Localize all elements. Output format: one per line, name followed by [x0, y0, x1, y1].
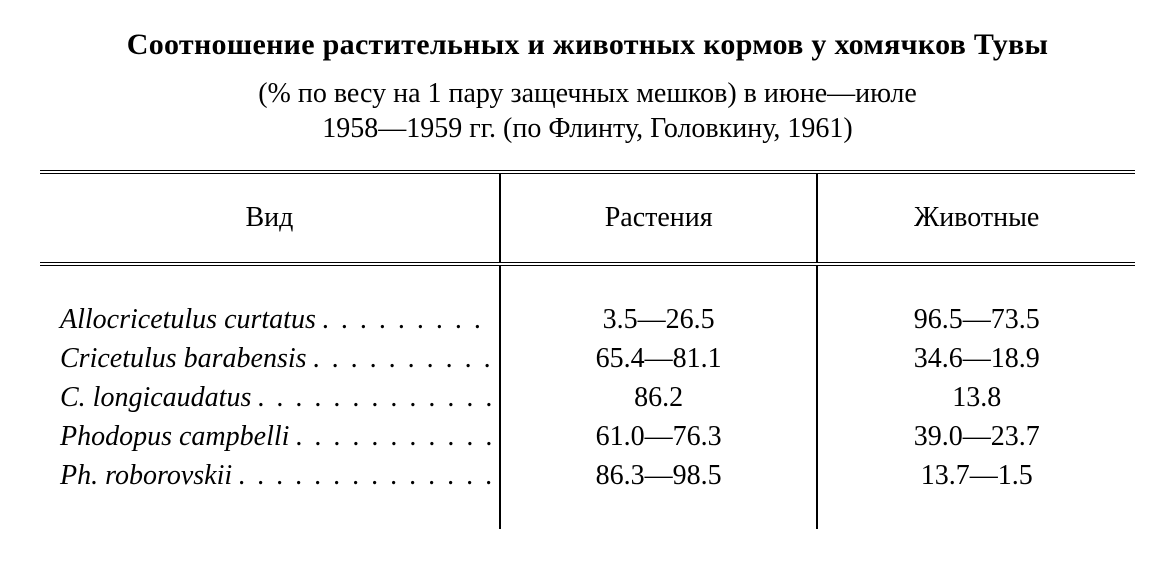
- species-name: Cricetulus barabensis: [60, 341, 307, 376]
- cell-animals: 13.7—1.5: [817, 456, 1135, 495]
- table-row: Ph. roborovskii ........................…: [40, 456, 1135, 495]
- col-header-animals: Животные: [817, 172, 1135, 264]
- cell-plants: 3.5—26.5: [500, 300, 818, 339]
- col-header-species: Вид: [40, 172, 500, 264]
- subtitle-line-2: 1958—1959 гг. (по Флинту, Головкину, 196…: [322, 113, 853, 144]
- cell-species: Allocricetulus curtatus ................…: [40, 300, 500, 339]
- header-spacer-row: [40, 264, 1135, 300]
- cell-plants: 61.0—76.3: [500, 417, 818, 456]
- page: Соотношение растительных и животных корм…: [0, 0, 1175, 559]
- cell-animals: 96.5—73.5: [817, 300, 1135, 339]
- ratio-table: Вид Растения Животные Allocricetulus cur…: [40, 170, 1135, 529]
- table-row: Cricetulus barabensis ..................…: [40, 339, 1135, 378]
- cell-plants: 65.4—81.1: [500, 339, 818, 378]
- dot-leader: ........................: [295, 419, 492, 454]
- dot-leader: ........................: [322, 302, 493, 337]
- table-subtitle: (% по весу на 1 пару защечных мешков) в …: [40, 76, 1135, 146]
- species-name: Phodopus campbelli: [60, 419, 289, 454]
- species-name: C. longicaudatus: [60, 380, 251, 415]
- cell-plants: 86.3—98.5: [500, 456, 818, 495]
- species-name: Allocricetulus curtatus: [60, 302, 316, 337]
- col-header-plants: Растения: [500, 172, 818, 264]
- cell-species: Phodopus campbelli .....................…: [40, 417, 500, 456]
- cell-species: Cricetulus barabensis ..................…: [40, 339, 500, 378]
- footer-spacer-row: [40, 495, 1135, 529]
- cell-animals: 39.0—23.7: [817, 417, 1135, 456]
- cell-species: Ph. roborovskii ........................: [40, 456, 500, 495]
- dot-leader: ........................: [313, 341, 493, 376]
- cell-plants: 86.2: [500, 378, 818, 417]
- subtitle-line-1: (% по весу на 1 пару защечных мешков) в …: [258, 78, 917, 109]
- species-name: Ph. roborovskii: [60, 458, 232, 493]
- cell-species: C. longicaudatus .......................…: [40, 378, 500, 417]
- table-header-row: Вид Растения Животные: [40, 172, 1135, 264]
- dot-leader: ........................: [257, 380, 493, 415]
- dot-leader: ........................: [238, 458, 493, 493]
- table-row: C. longicaudatus .......................…: [40, 378, 1135, 417]
- table-title: Соотношение растительных и животных корм…: [40, 28, 1135, 62]
- table-row: Phodopus campbelli .....................…: [40, 417, 1135, 456]
- cell-animals: 34.6—18.9: [817, 339, 1135, 378]
- cell-animals: 13.8: [817, 378, 1135, 417]
- table-row: Allocricetulus curtatus ................…: [40, 300, 1135, 339]
